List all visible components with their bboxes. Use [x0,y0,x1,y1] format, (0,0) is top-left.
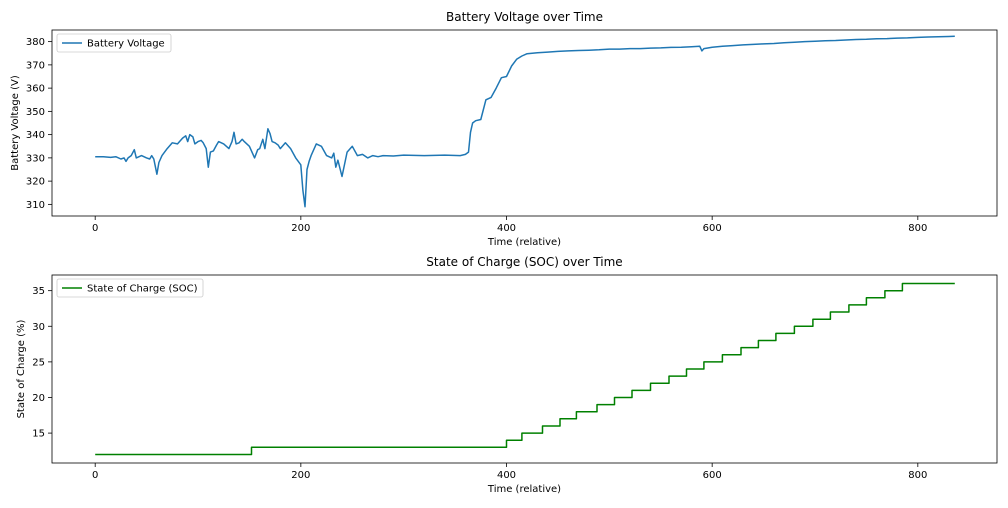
x-tick-label: 400 [497,470,516,481]
x-tick-label: 0 [92,470,98,481]
y-tick-label: 320 [26,177,45,188]
x-tick-label: 600 [703,223,722,234]
soc-chart: State of Charge (SOC) over Time 0 200 400 60… [16,255,998,495]
y-tick-label: 35 [32,286,45,297]
legend-box [56,33,172,53]
chart-title: State of Charge (SOC) over Time [426,255,622,269]
x-axis-label: Time (relative) [487,237,561,248]
x-tick-label: 200 [291,470,310,481]
y-tick-label: 30 [32,322,45,333]
x-axis-label: Time (relative) [487,484,561,495]
legend-entry: State of Charge (SOC) [87,284,198,295]
x-tick-label: 0 [92,223,98,234]
y-tick-label: 25 [32,357,45,368]
series-line [95,282,955,456]
y-tick-label: 15 [32,429,45,440]
x-tick-label: 800 [908,223,927,234]
x-tick-label: 600 [703,470,722,481]
y-tick-label: 340 [26,130,45,141]
x-tick-label: 400 [497,223,516,234]
y-tick-label: 380 [26,37,45,48]
y-axis-label: State of Charge (%) [16,319,27,418]
plot-frame [51,274,998,464]
voltage-chart: Battery Voltage over Time 0 200 400 600 800 31… [10,10,998,248]
series-line [95,35,955,208]
x-tick-label: 200 [291,223,310,234]
plot-frame [51,29,998,217]
x-tick-label: 800 [908,470,927,481]
chart-title: Battery Voltage over Time [446,10,603,24]
legend-box [56,278,204,298]
y-tick-label: 370 [26,60,45,71]
y-tick-label: 20 [32,393,45,404]
y-axis-label: Battery Voltage (V) [10,75,21,171]
y-tick-label: 310 [26,200,45,211]
y-tick-label: 350 [26,107,45,118]
y-tick-label: 360 [26,84,45,95]
y-tick-label: 330 [26,153,45,164]
legend-entry: Battery Voltage [87,39,165,50]
